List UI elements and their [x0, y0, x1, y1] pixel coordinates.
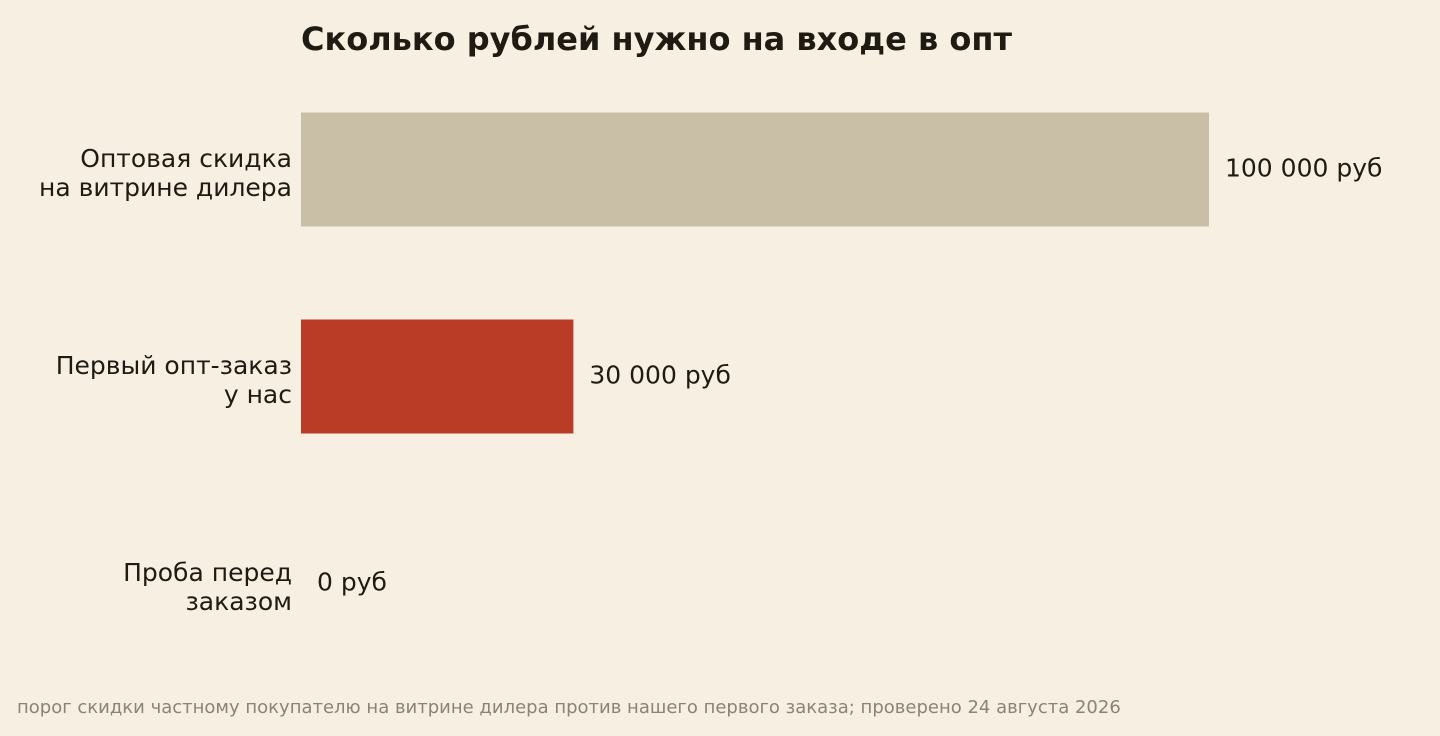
value-label: 30 000 руб — [589, 361, 731, 390]
chart-note: порог скидки частному покупателю на витр… — [17, 697, 1121, 718]
bar — [301, 112, 1209, 227]
y-tick-label: Первый опт-заказ у нас — [56, 351, 292, 409]
value-label: 100 000 руб — [1225, 154, 1382, 183]
bar — [301, 319, 574, 434]
value-label: 0 руб — [317, 568, 387, 597]
chart-title: Сколько рублей нужно на входе в опт — [301, 20, 1012, 58]
y-tick-label: Проба перед заказом — [123, 558, 292, 616]
y-tick-label: Оптовая скидка на витрине дилера — [39, 144, 292, 202]
